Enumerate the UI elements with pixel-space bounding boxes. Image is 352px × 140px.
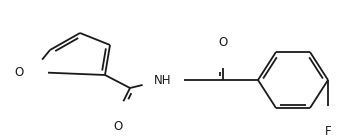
Text: NH: NH <box>154 74 172 87</box>
Text: O: O <box>15 66 24 79</box>
Text: O: O <box>218 36 228 49</box>
Text: O: O <box>113 120 122 133</box>
Text: F: F <box>325 125 331 138</box>
